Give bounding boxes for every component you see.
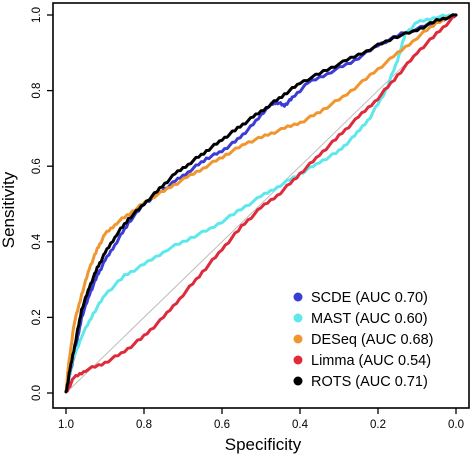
legend-marker — [293, 313, 303, 323]
legend-label: Limma (AUC 0.54) — [311, 353, 431, 369]
x-tick-label: 0.2 — [370, 419, 386, 431]
x-tick-label: 0.6 — [214, 419, 230, 431]
series-line-4 — [64, 13, 458, 394]
y-axis-title: Sensitivity — [0, 171, 18, 248]
x-tick-label: 1.0 — [58, 419, 74, 431]
y-tick-label: 0.8 — [31, 83, 43, 99]
legend-marker — [293, 334, 303, 344]
x-tick-label: 0.8 — [136, 419, 152, 431]
y-tick-label: 1.0 — [31, 7, 43, 23]
legend-label: ROTS (AUC 0.71) — [311, 374, 428, 390]
legend-marker — [293, 355, 303, 365]
x-axis-title: Specificity — [225, 435, 302, 454]
plot-frame — [52, 2, 470, 409]
x-axis: 1.0 0.8 0.6 0.4 0.2 0.0 — [58, 408, 464, 431]
series-line-3 — [64, 13, 458, 394]
legend-marker — [293, 376, 303, 386]
legend-marker — [293, 292, 303, 302]
y-tick-label: 0.4 — [31, 233, 43, 250]
legend-label: DESeq (AUC 0.68) — [311, 332, 434, 348]
series-layer — [64, 13, 458, 394]
x-tick-label: 0.0 — [448, 419, 464, 431]
series-line-5 — [64, 13, 458, 394]
y-tick-label: 0.0 — [31, 385, 43, 401]
y-tick-label: 0.2 — [31, 309, 43, 325]
legend: SCDE (AUC 0.70) MAST (AUC 0.60) DESeq (AUC… — [293, 290, 434, 390]
y-tick-label: 0.6 — [31, 158, 43, 174]
x-tick-label: 0.4 — [292, 419, 309, 431]
y-axis: 0.0 0.2 0.4 0.6 0.8 1.0 — [31, 7, 53, 401]
legend-label: MAST (AUC 0.60) — [311, 311, 428, 327]
series-line-2 — [64, 13, 458, 394]
legend-label: SCDE (AUC 0.70) — [311, 290, 428, 306]
